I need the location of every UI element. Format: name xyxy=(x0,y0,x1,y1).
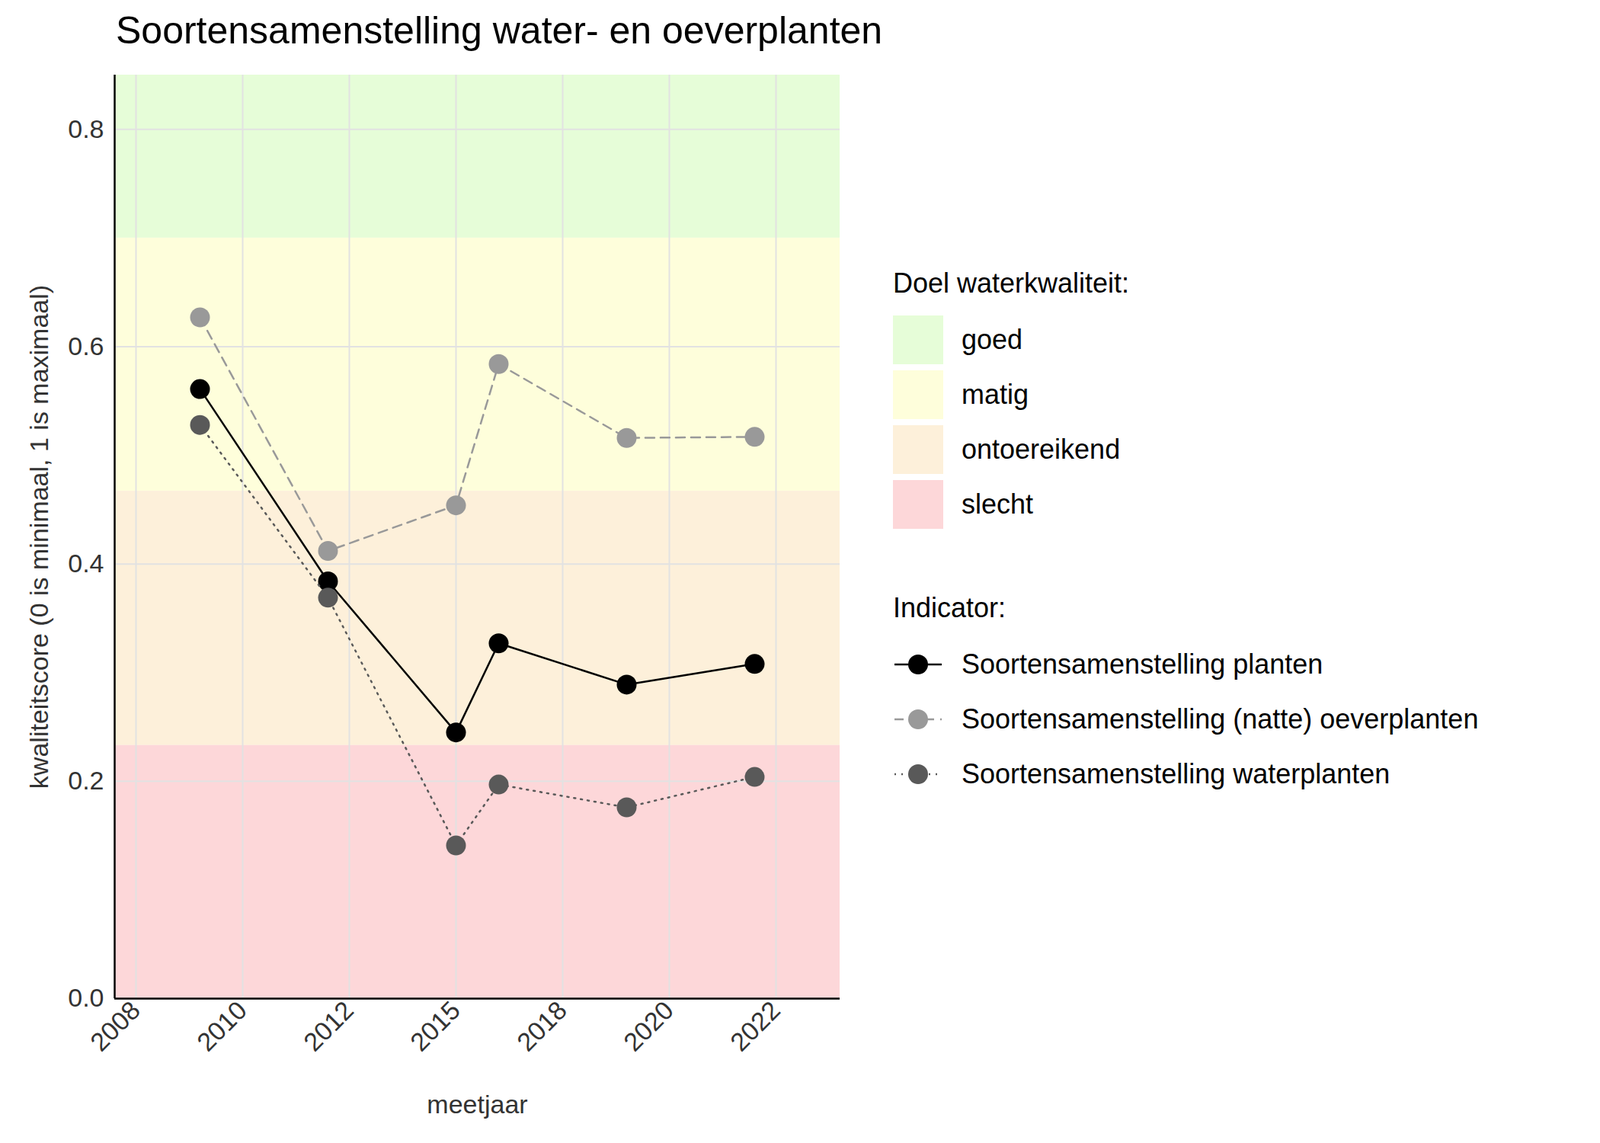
html-text:Soortensamenstelling waterplan: Soortensamenstelling waterplanten xyxy=(961,758,1390,790)
html-text:matig: matig xyxy=(961,378,1029,410)
html-text:Doel waterkwaliteit:: Doel waterkwaliteit: xyxy=(892,267,1130,299)
html-text:ontoereikend: ontoereikend xyxy=(961,433,1121,465)
svg-text:0.8: 0.8 xyxy=(67,114,104,144)
svg-text:meetjaar: meetjaar xyxy=(426,1089,528,1119)
svg-text:2015: 2015 xyxy=(404,995,466,1056)
svg-text:0.2: 0.2 xyxy=(67,765,104,795)
svg-text:2012: 2012 xyxy=(297,995,359,1056)
svg-text:0.6: 0.6 xyxy=(67,331,104,361)
svg-text:2020: 2020 xyxy=(617,995,679,1056)
svg-text:2022: 2022 xyxy=(724,995,786,1056)
svg-text:kwaliteitscore (0 is minimaal,: kwaliteitscore (0 is minimaal, 1 is maxi… xyxy=(24,284,54,789)
html-text:slecht: slecht xyxy=(961,488,1034,520)
html-text:Indicator:: Indicator: xyxy=(892,592,1006,624)
html-text:goed: goed xyxy=(961,323,1023,356)
svg-text:2018: 2018 xyxy=(511,995,573,1056)
html-text:Soortensamenstelling water- en: Soortensamenstelling water- en oeverplan… xyxy=(115,9,883,52)
html-text:Soortensamenstelling planten: Soortensamenstelling planten xyxy=(961,648,1323,680)
svg-text:2008: 2008 xyxy=(84,995,146,1056)
html-text:Soortensamenstelling (natte) o: Soortensamenstelling (natte) oeverplante… xyxy=(961,703,1479,735)
svg-text:2010: 2010 xyxy=(191,995,253,1056)
svg-text:0.0: 0.0 xyxy=(67,982,104,1012)
svg-text:0.4: 0.4 xyxy=(67,548,104,578)
